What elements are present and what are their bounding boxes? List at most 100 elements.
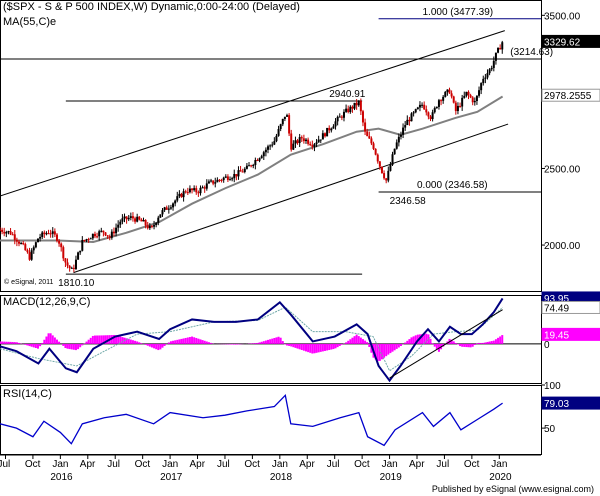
macd-histogram-bar — [172, 340, 175, 344]
macd-histogram-bar — [155, 343, 158, 350]
candle-body — [100, 230, 103, 232]
macd-histogram-bar — [32, 343, 35, 348]
candle-body — [309, 143, 312, 146]
candle-body — [370, 138, 373, 144]
candle-body — [442, 96, 445, 101]
candle-body — [115, 227, 118, 234]
candle-body — [193, 188, 196, 191]
macd-histogram-bar — [176, 339, 179, 344]
macd-histogram-bar — [148, 343, 151, 347]
candle-body — [414, 109, 417, 113]
macd-histogram-bar — [195, 337, 198, 344]
candle-body — [87, 239, 90, 241]
macd-histogram-bar — [435, 343, 438, 350]
candle-body — [433, 108, 436, 113]
candle-body — [452, 96, 455, 103]
candle-body — [283, 116, 286, 119]
candle-body — [372, 143, 375, 149]
candle-body — [212, 180, 215, 184]
candle-body — [243, 168, 246, 172]
candle-body — [323, 133, 326, 137]
candle-body — [53, 231, 56, 235]
candle-body — [205, 183, 208, 189]
candle-body — [480, 83, 483, 91]
macd-histogram-bar — [235, 343, 238, 345]
macd-histogram-bar — [429, 338, 432, 344]
candle-body — [254, 160, 257, 166]
candle-body — [66, 262, 69, 266]
candle-body — [30, 250, 33, 260]
x-tick-label: Apr — [299, 459, 315, 470]
x-tick-label: Jan — [491, 459, 507, 470]
candle-body — [397, 136, 400, 143]
candle-body — [47, 233, 50, 235]
candle-body — [41, 232, 44, 237]
candle-body — [264, 149, 267, 153]
macd-histogram-bar — [482, 342, 485, 344]
macd-histogram-bar — [271, 338, 274, 344]
x-tick-label: Jul — [436, 459, 449, 470]
macd-histogram-bar — [72, 343, 75, 350]
candle-body — [136, 216, 139, 222]
candle-body — [349, 106, 352, 113]
macd-histogram-bar — [490, 341, 493, 344]
macd-histogram-bar — [459, 343, 462, 347]
macd-histogram-bar — [281, 341, 284, 344]
macd-histogram-bar — [47, 333, 50, 344]
macd-histogram-bar — [499, 336, 502, 344]
annotation-2346: 2346.58 — [390, 196, 427, 207]
macd-histogram-bar — [383, 343, 386, 358]
candle-body — [286, 115, 289, 117]
candle-body — [499, 47, 502, 50]
macd-histogram-bar — [193, 337, 196, 344]
candle-body — [235, 174, 238, 177]
macd-histogram-bar — [385, 343, 388, 357]
candle-body — [446, 89, 449, 92]
candle-body — [311, 145, 314, 147]
macd-histogram-bar — [7, 341, 10, 344]
candle-body — [119, 221, 122, 225]
macd-histogram-bar — [237, 343, 240, 345]
candle-body — [315, 142, 318, 145]
candle-body — [425, 109, 428, 113]
ma-value-badge-bg — [541, 88, 600, 102]
candle-body — [144, 220, 147, 226]
candle-body — [418, 104, 421, 108]
candle-body — [32, 247, 35, 251]
macd-trendline — [389, 309, 503, 379]
candle-body — [330, 128, 333, 131]
macd-histogram-bar — [351, 337, 354, 344]
macd-histogram-bar — [467, 343, 470, 348]
candle-body — [98, 231, 101, 237]
candle-body — [307, 139, 310, 144]
macd-histogram-bar — [494, 339, 497, 344]
rsi-value-badge: 79.03 — [544, 399, 569, 410]
candle-body — [176, 196, 179, 201]
macd-histogram-bar — [355, 334, 358, 344]
candle-body — [11, 234, 14, 236]
annotation-2940: 2940.91 — [329, 89, 366, 100]
macd-histogram-bar — [404, 342, 407, 344]
candle-body — [224, 176, 227, 178]
candle-body — [74, 259, 77, 269]
macd-histogram-bar — [456, 343, 459, 345]
candle-body — [277, 129, 280, 136]
candle-body — [494, 52, 497, 61]
candle-body — [70, 267, 73, 269]
candle-body — [180, 193, 183, 198]
candle-body — [77, 252, 80, 260]
candle-body — [366, 131, 369, 137]
macd-histogram-bar — [127, 338, 130, 344]
signal-value-badge-bg — [541, 300, 600, 314]
macd-histogram-bar — [157, 343, 160, 351]
candle-body — [172, 203, 175, 208]
x-tick-label: Oct — [135, 459, 151, 470]
macd-histogram-bar — [112, 334, 115, 344]
macd-histogram-bar — [68, 343, 71, 350]
macd-histogram-bar — [478, 342, 481, 344]
macd-histogram-bar — [163, 343, 166, 346]
candle-body — [49, 233, 52, 235]
candle-body — [121, 218, 124, 222]
macd-histogram-bar — [70, 343, 73, 350]
candle-body — [393, 148, 396, 155]
